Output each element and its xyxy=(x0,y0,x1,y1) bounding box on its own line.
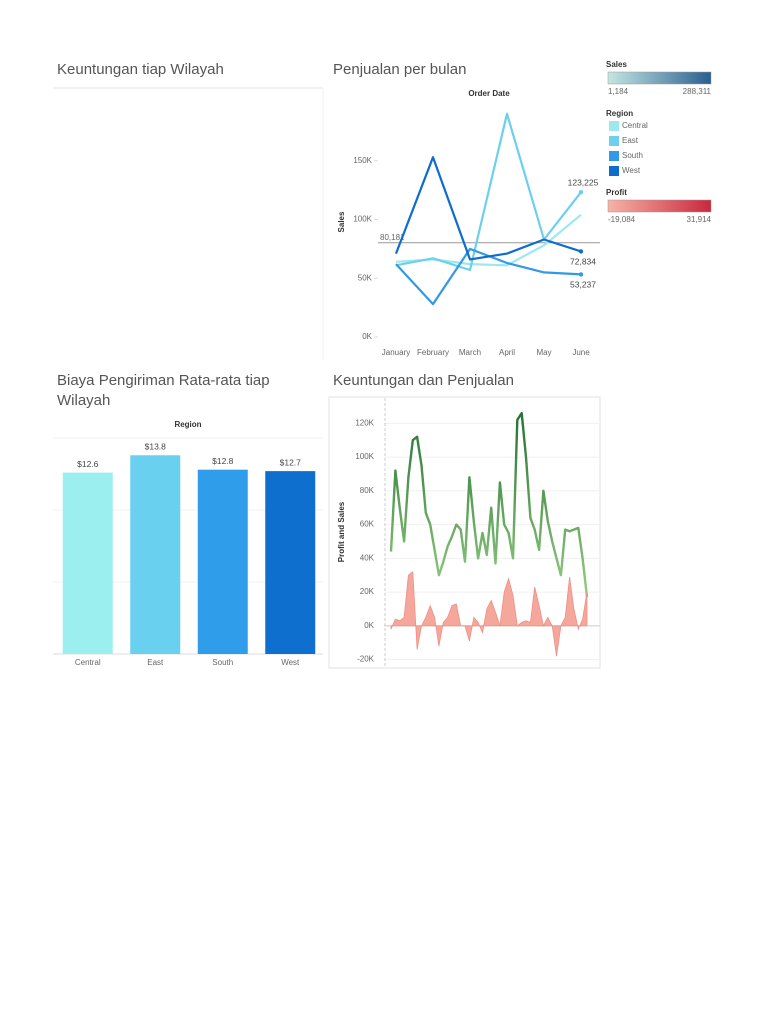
point xyxy=(578,249,584,254)
point xyxy=(578,272,584,277)
chart-title: Wilayah xyxy=(57,392,110,409)
x-tick-label: South xyxy=(212,658,233,667)
data-label: $12.8 xyxy=(212,456,234,466)
data-label: 123,225 xyxy=(568,177,599,187)
y-tick-label: 100K xyxy=(353,215,372,224)
data-label: $12.7 xyxy=(280,457,302,467)
y-tick-label: 40K xyxy=(360,553,375,562)
x-tick-label: April xyxy=(499,348,515,357)
legend-label: Central xyxy=(622,121,648,130)
y-tick-label: 80K xyxy=(360,486,375,495)
y-tick-label: 50K xyxy=(358,273,373,282)
legend-label: 1,184 xyxy=(608,87,629,96)
area-series xyxy=(390,571,588,657)
legend-swatch xyxy=(609,151,619,161)
x-axis-title: Order Date xyxy=(468,89,510,98)
y-tick-label: 60K xyxy=(360,520,375,529)
chart-title: Biaya Pengiriman Rata-rata tiap xyxy=(57,372,270,389)
legend-label: 31,914 xyxy=(687,215,712,224)
legend-gradient xyxy=(607,199,712,213)
x-tick-label: West xyxy=(281,658,300,667)
y-tick-label: 0K xyxy=(364,621,374,630)
legend-swatch xyxy=(609,136,619,146)
y-axis-title: Sales xyxy=(337,211,346,232)
plot-frame xyxy=(328,396,601,669)
x-tick-label: February xyxy=(417,348,449,357)
legend-title: Profit xyxy=(606,188,627,197)
legend-swatch xyxy=(609,121,619,131)
legend-label: 288,311 xyxy=(683,87,712,96)
legend-gradient xyxy=(607,71,712,85)
y-tick-label: 0K xyxy=(362,332,372,341)
line-series xyxy=(395,213,582,267)
chart-title: Keuntungan dan Penjualan xyxy=(333,372,514,389)
y-tick-label: -20K xyxy=(357,655,375,664)
reference-label: 80,181 xyxy=(380,233,405,242)
line-series xyxy=(394,156,582,261)
y-axis-title: Profit and Sales xyxy=(337,501,346,562)
bar xyxy=(197,469,248,654)
bar xyxy=(265,471,316,654)
y-tick-label: 100K xyxy=(355,452,374,461)
chart-title: Penjualan per bulan xyxy=(333,61,466,78)
legend-title: Sales xyxy=(606,60,627,69)
data-label: 53,237 xyxy=(570,280,596,290)
legend-title: Region xyxy=(606,109,633,118)
x-axis-title: Region xyxy=(174,420,201,429)
y-tick-label: 120K xyxy=(355,418,374,427)
y-tick-label: 150K xyxy=(353,156,372,165)
data-label: $13.8 xyxy=(145,442,167,452)
x-tick-label: January xyxy=(382,348,410,357)
x-tick-label: Central xyxy=(75,658,101,667)
legend-label: -19,084 xyxy=(608,215,636,224)
x-tick-label: March xyxy=(459,348,481,357)
line-series xyxy=(395,112,582,272)
legend-swatch xyxy=(609,166,619,176)
bar xyxy=(130,455,181,654)
x-tick-label: June xyxy=(572,348,590,357)
legend-label: South xyxy=(622,151,643,160)
point xyxy=(578,190,584,195)
legend-label: West xyxy=(622,166,641,175)
legend-label: East xyxy=(622,136,639,145)
data-label: $12.6 xyxy=(77,459,99,469)
x-tick-label: May xyxy=(536,348,551,357)
data-label: 72,834 xyxy=(570,257,596,267)
x-tick-label: East xyxy=(147,658,164,667)
bar xyxy=(62,472,113,654)
chart-title: Keuntungan tiap Wilayah xyxy=(57,61,224,78)
y-tick-label: 20K xyxy=(360,587,375,596)
line-series xyxy=(389,412,589,598)
